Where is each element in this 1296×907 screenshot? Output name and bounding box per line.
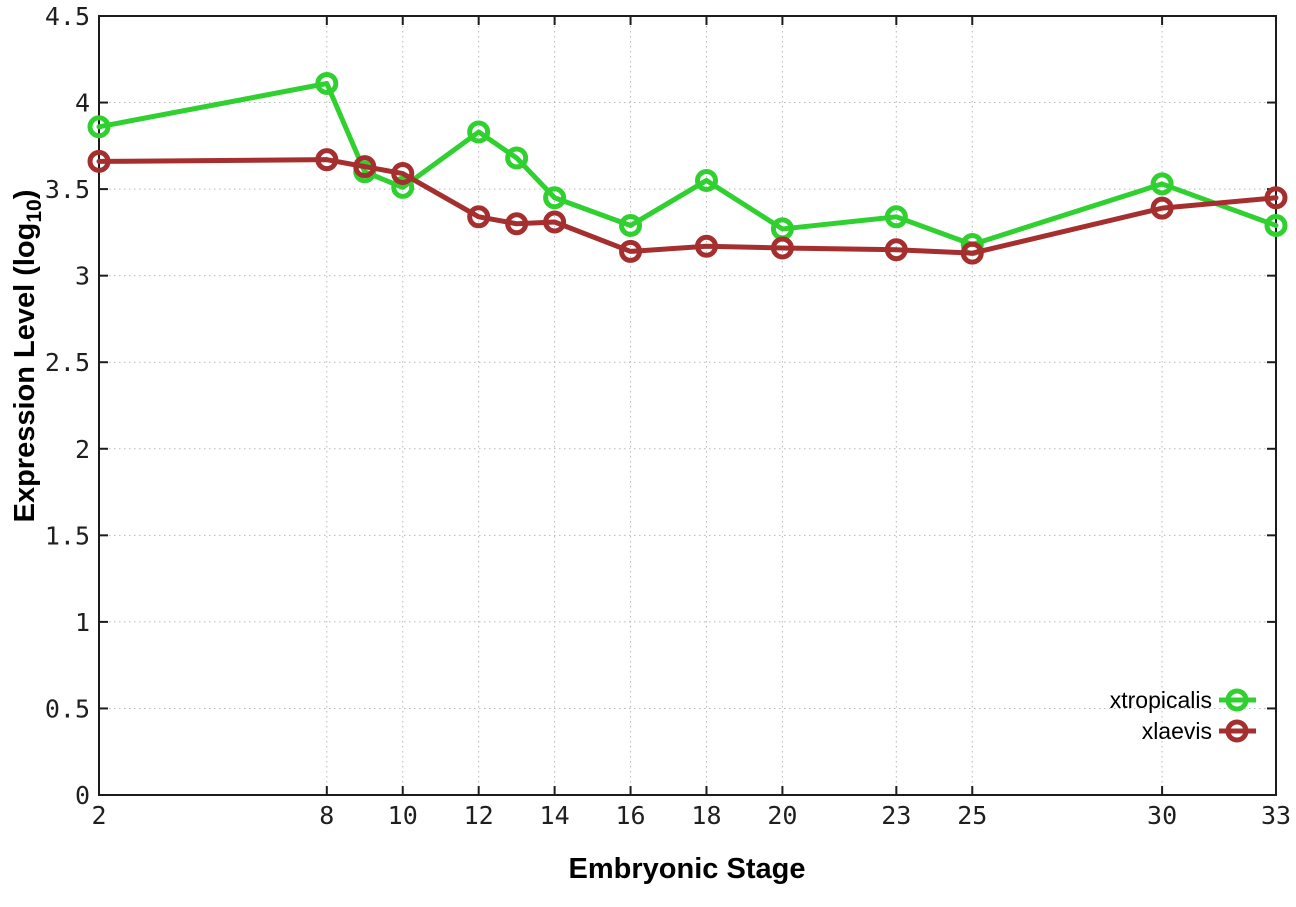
data-point-xlaevis [353,155,377,179]
y-tick-label: 3 [75,262,90,291]
data-point-xlaevis [770,236,794,260]
x-tick-label: 8 [319,801,334,830]
y-axis-title-main: Expression Level (log [9,223,41,523]
x-tick-label: 12 [464,801,494,830]
legend-label-xtropicalis: xtropicalis [1110,687,1212,713]
data-point-xtropicalis [884,205,908,229]
y-axis-title-subscript: 10 [23,199,46,222]
data-point-xlaevis [960,241,984,265]
legend-marker-sample [1225,719,1249,743]
y-tick-label: 0.5 [45,694,90,723]
x-tick-label: 16 [615,801,645,830]
data-point-xlaevis [884,238,908,262]
data-point-xtropicalis [694,168,718,192]
y-tick-label: 2.5 [45,348,90,377]
data-point-xtropicalis [1264,213,1288,237]
x-tick-label: 10 [388,801,418,830]
y-tick-label: 1.5 [45,521,90,550]
data-point-xtropicalis [505,146,529,170]
plot-border [98,15,1277,796]
x-axis-title: Embryonic Stage [569,853,806,885]
x-tick-label: 30 [1147,801,1177,830]
series-xlaevis [87,148,1288,265]
series-xlaevis-line [96,157,1279,256]
y-tick-label: 0 [75,781,90,810]
data-point-xlaevis [315,148,339,172]
series-layer [87,72,1288,265]
y-axis-title-close: ) [9,190,41,200]
series-xtropicalis-line [96,81,1279,248]
data-point-xlaevis [87,149,111,173]
y-tick-label: 2 [75,435,90,464]
y-tick-label: 3.5 [45,175,90,204]
x-tick-label: 25 [957,801,987,830]
data-point-xtropicalis [543,186,567,210]
y-tick-label: 4.5 [45,2,90,31]
series-xtropicalis [87,72,1288,257]
legend-row-xtropicalis: xtropicalis [1110,687,1256,713]
data-point-xlaevis [467,205,491,229]
y-tick-label: 4 [75,89,90,118]
data-point-xlaevis [1150,196,1174,220]
legend-row-xlaevis: xlaevis [1142,718,1256,744]
x-tick-label: 2 [91,801,106,830]
x-tick-label: 23 [881,801,911,830]
x-tick-label: 33 [1261,801,1291,830]
data-point-xlaevis [391,162,415,186]
data-point-xlaevis [1264,186,1288,210]
data-point-xtropicalis [315,72,339,96]
data-point-xtropicalis [391,175,415,199]
legend-marker-sample [1225,688,1249,712]
data-point-xtropicalis [467,120,491,144]
tick-labels: 0 0.5 1 1.5 2 2.5 3 3.5 4 4.5 2 8 10 12 14 16 18 20 23 25 30… [45,2,1291,830]
legend-label-xlaevis: xlaevis [1142,718,1212,744]
y-tick-label: 1 [75,608,90,637]
data-point-xlaevis [694,234,718,258]
data-point-xtropicalis [87,115,111,139]
data-point-xtropicalis [619,213,643,237]
legend: xtropicalis xlaevis [1110,687,1256,744]
data-point-xtropicalis [1150,172,1174,196]
grid-layer [99,16,1276,795]
y-axis-title: Expression Level (log10) [9,190,46,523]
data-point-xlaevis [505,212,529,236]
data-point-xlaevis [543,210,567,234]
tick-marks [98,15,1277,796]
x-tick-label: 20 [767,801,797,830]
x-tick-label: 18 [691,801,721,830]
data-point-xlaevis [619,239,643,263]
x-tick-label: 14 [540,801,570,830]
